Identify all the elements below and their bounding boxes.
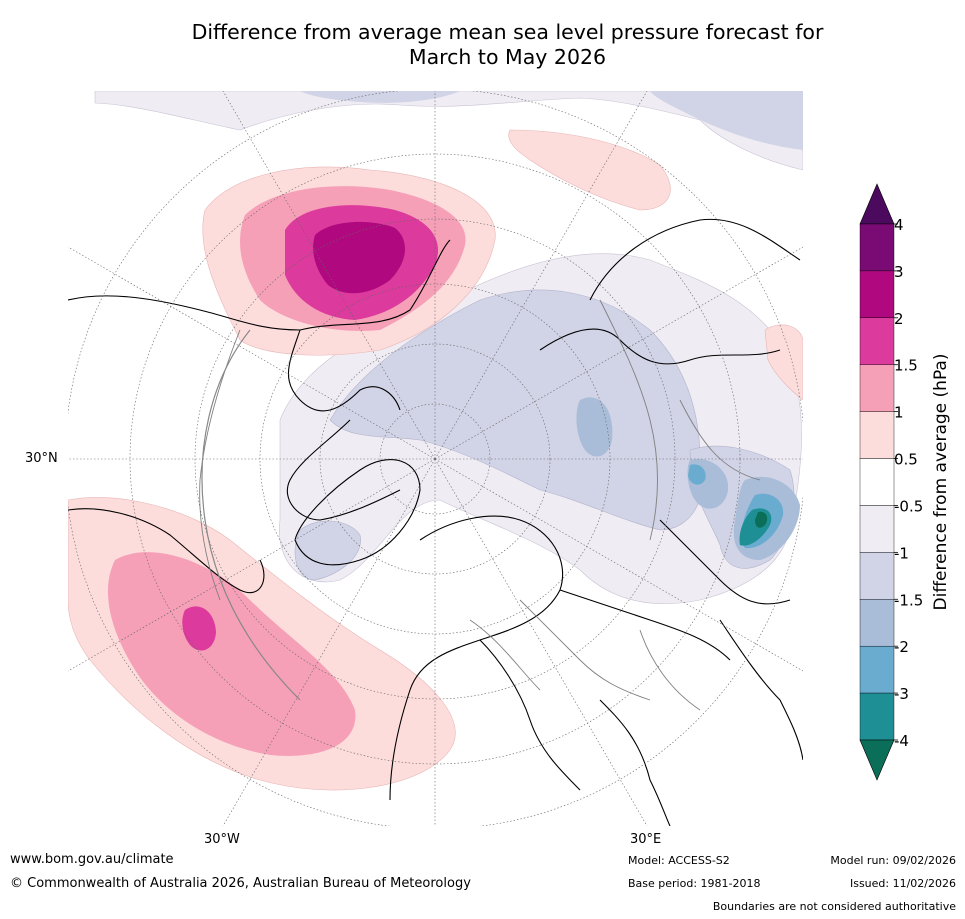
- colorbar-band-7: [859, 552, 895, 600]
- footer-disclaimer: Boundaries are not considered authoritat…: [712, 900, 956, 913]
- anomaly-alaska-high: [202, 129, 671, 356]
- footer-base-period: Base period: 1981-2018: [628, 877, 761, 890]
- contour-plus-0.5-top-right: [508, 129, 671, 211]
- colorbar-tick-label-3: 1.5: [894, 357, 918, 375]
- contour-minus-1.5-west: [576, 397, 613, 457]
- colorbar-band-1: [859, 270, 895, 319]
- colorbar-label: Difference from average (hPa): [931, 354, 951, 611]
- colorbar-extend-min: [859, 739, 895, 781]
- colorbar-band-2: [859, 317, 895, 365]
- borders: [199, 299, 761, 711]
- contour-plus-1.5-atlantic: [182, 606, 216, 651]
- contour-minus-2-mid: [688, 464, 706, 485]
- colorbar-band-8: [859, 599, 895, 647]
- anomaly-north-pacific-low: [94, 91, 803, 171]
- dateline-arc: [201, 329, 301, 701]
- colorbar-tick-label-1: 3: [894, 263, 904, 281]
- lon-label-30e: 30°E: [630, 832, 662, 847]
- colorbar-tick-label-2: 2: [894, 310, 904, 328]
- colorbar-band-5: [859, 458, 895, 506]
- contour-minus-0.5-top: [94, 91, 803, 171]
- colorbar-extend-max: [859, 183, 895, 225]
- colorbar-band-0: [859, 223, 895, 272]
- contour-plus-0.5-east: [764, 324, 803, 401]
- colorbar-tick-label-9: -2: [894, 638, 909, 656]
- footer-website: www.bom.gov.au/climate: [10, 852, 174, 867]
- footer-model: Model: ACCESS-S2: [628, 854, 730, 867]
- contour-plus-1-atlantic: [107, 552, 356, 756]
- contour-minus-1-top-right: [650, 91, 803, 150]
- title-line-1: Difference from average mean sea level p…: [191, 20, 824, 44]
- footer-model-run: Model run: 09/02/2026: [830, 854, 956, 867]
- contour-minus-1-top: [300, 91, 460, 103]
- chart-title: Difference from average mean sea level p…: [100, 20, 915, 70]
- colorbar-band-6: [859, 505, 895, 553]
- colorbar-tick-label-4: 1: [894, 404, 904, 422]
- colorbar-band-9: [859, 645, 895, 694]
- colorbar-tick-label-6: -0.5: [894, 497, 923, 515]
- colorbar-band-3: [859, 364, 895, 412]
- footer-copyright: © Commonwealth of Australia 2026, Austra…: [10, 876, 471, 891]
- lon-label-30w: 30°W: [204, 832, 240, 847]
- coastlines: [68, 218, 803, 826]
- title-line-2: March to May 2026: [408, 45, 607, 69]
- colorbar-tick-label-7: -1: [894, 544, 909, 562]
- colorbar-tick-label-11: -4: [894, 732, 909, 750]
- footer-issued: Issued: 11/02/2026: [849, 877, 956, 890]
- colorbar-tick-label-0: 4: [894, 216, 904, 234]
- colorbar-tick-label-5: 0.5: [894, 451, 918, 469]
- contour-plus-2: [313, 221, 406, 294]
- graticule: [68, 91, 803, 826]
- anomaly-atlantic-high: [68, 324, 803, 791]
- colorbar-band-10: [859, 692, 895, 741]
- lat-label-30n: 30°N: [25, 451, 58, 466]
- map-content: [68, 91, 803, 826]
- colorbar-band-4: [859, 411, 895, 459]
- colorbar-tick-label-8: -1.5: [894, 591, 923, 609]
- contour-minus-4: [755, 511, 768, 528]
- colorbar-tick-label-10: -3: [894, 685, 909, 703]
